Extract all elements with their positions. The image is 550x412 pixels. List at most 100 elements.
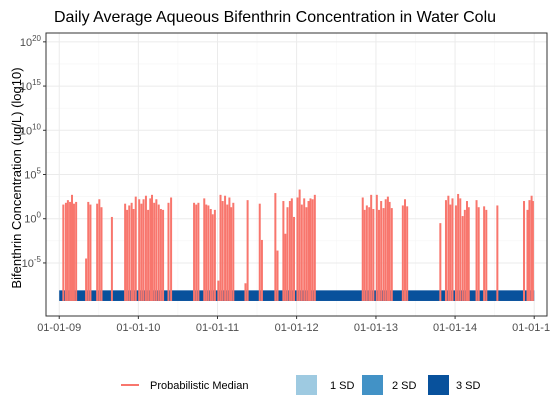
- median-bar: [378, 210, 380, 301]
- median-bar: [247, 200, 249, 301]
- median-bar: [274, 193, 276, 301]
- median-bar: [259, 204, 261, 301]
- median-bar: [383, 208, 385, 301]
- legend-label-1sd: 1 SD: [330, 380, 355, 392]
- median-bar: [101, 207, 103, 301]
- median-bar: [287, 207, 289, 301]
- median-bar: [126, 210, 128, 301]
- median-bar: [528, 200, 530, 301]
- median-bar: [370, 195, 372, 301]
- median-bar: [296, 197, 298, 300]
- median-bar: [133, 209, 135, 301]
- y-axis-title: Bifenthrin Concentration (ug/L) (log10): [9, 67, 24, 288]
- median-bar: [309, 198, 311, 301]
- median-bar: [305, 207, 307, 301]
- y-tick-label: 105: [24, 167, 41, 182]
- median-bar: [98, 199, 100, 301]
- legend-swatch-3sd: [428, 375, 449, 395]
- median-bar: [402, 205, 404, 301]
- median-bar: [131, 203, 133, 301]
- median-bar: [128, 205, 130, 301]
- median-bar: [244, 283, 246, 301]
- median-bar: [496, 205, 498, 301]
- x-tick-label: 01-01-09: [37, 322, 81, 334]
- median-bar: [73, 204, 75, 301]
- median-bar: [124, 204, 126, 301]
- median-bar: [464, 210, 466, 301]
- median-bar: [308, 201, 310, 301]
- median-bar: [468, 207, 470, 301]
- median-bar: [314, 195, 316, 301]
- x-axis: 01-01-09 01-01-10 01-01-11 01-01-12 01-01-13…: [37, 316, 550, 334]
- median-bar: [170, 197, 172, 300]
- median-bar: [366, 205, 368, 301]
- median-bar: [293, 217, 295, 301]
- median-bar: [135, 197, 137, 301]
- median-bar: [193, 203, 195, 301]
- median-bar: [526, 210, 528, 301]
- median-bar: [406, 206, 408, 301]
- median-bar: [69, 202, 71, 301]
- median-bar: [210, 209, 212, 301]
- median-bar: [160, 209, 162, 301]
- median-bar: [299, 190, 301, 301]
- median-bar: [478, 207, 480, 301]
- median-bar: [451, 198, 453, 301]
- median-bar: [523, 201, 525, 301]
- median-bar: [203, 198, 205, 301]
- median-bar: [226, 205, 228, 301]
- x-tick-label: 01-01-10: [116, 322, 160, 334]
- median-bar: [476, 200, 478, 301]
- median-bar: [404, 199, 406, 301]
- median-bar: [466, 201, 468, 301]
- y-tick-label: 10-5: [22, 255, 42, 270]
- median-bar: [96, 204, 98, 301]
- median-bar: [67, 200, 69, 301]
- median-bar: [217, 281, 219, 301]
- median-bar: [312, 199, 314, 301]
- median-bar: [89, 205, 91, 301]
- median-bar: [289, 201, 291, 301]
- x-tick-label: 01-01-13: [354, 322, 398, 334]
- median-bar: [277, 251, 279, 301]
- legend: Probabilistic Median 1 SD 2 SD 3 SD: [121, 375, 481, 395]
- median-bar: [162, 210, 164, 301]
- median-bar: [197, 203, 199, 301]
- median-bar: [291, 198, 293, 301]
- y-tick-label: 100: [24, 211, 41, 226]
- plot-panel: [46, 33, 547, 316]
- median-bar: [65, 203, 67, 301]
- median-bar: [155, 199, 157, 301]
- legend-label-median: Probabilistic Median: [150, 380, 248, 392]
- median-bar: [303, 198, 305, 301]
- median-bar: [485, 210, 487, 301]
- median-bar: [459, 198, 461, 301]
- median-bar: [449, 205, 451, 301]
- median-bar: [214, 210, 216, 301]
- median-bar: [368, 207, 370, 301]
- median-bar: [284, 234, 286, 301]
- legend-swatch-1sd: [296, 375, 317, 395]
- chart-title: Daily Average Aqueous Bifenthrin Concent…: [54, 9, 496, 26]
- median-bar: [62, 205, 64, 301]
- median-bar: [455, 205, 457, 301]
- median-bar: [372, 209, 374, 301]
- median-bar: [439, 223, 441, 301]
- median-bar: [212, 214, 214, 301]
- median-bar: [380, 201, 382, 301]
- median-bar: [222, 201, 224, 301]
- median-bar: [85, 259, 87, 301]
- median-bar: [224, 196, 226, 301]
- median-bar: [364, 210, 366, 301]
- median-bar: [111, 217, 113, 301]
- legend-swatch-2sd: [362, 375, 383, 395]
- median-bar: [220, 195, 222, 301]
- median-bar: [149, 198, 151, 301]
- median-bar: [301, 205, 303, 301]
- median-bar: [143, 199, 145, 301]
- median-bar: [462, 216, 464, 301]
- median-bar: [71, 195, 73, 301]
- median-bar: [532, 201, 534, 301]
- median-bar: [228, 197, 230, 300]
- median-bar: [145, 196, 147, 301]
